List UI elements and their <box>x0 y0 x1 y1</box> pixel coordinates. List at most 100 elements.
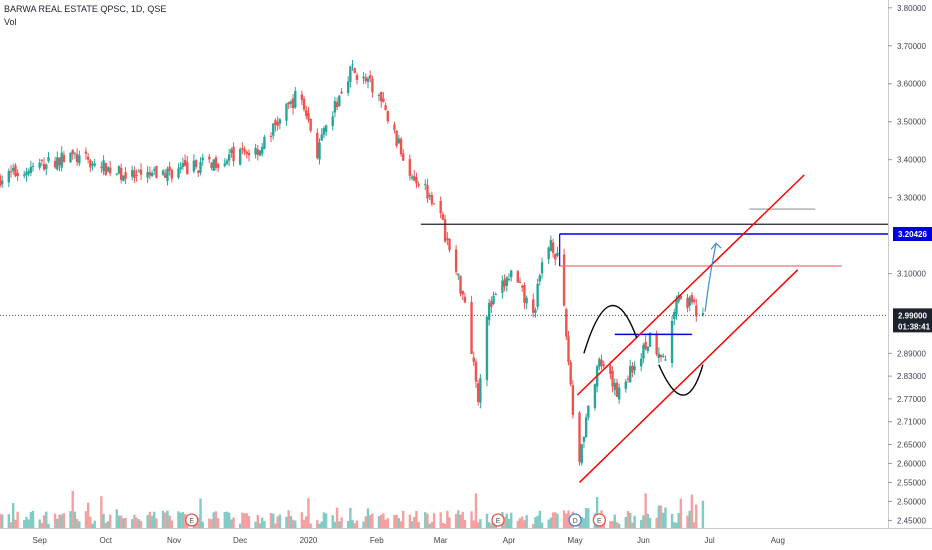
candle-body <box>675 299 678 315</box>
volume-bar <box>100 496 103 528</box>
candle-body <box>47 157 50 162</box>
candle-body <box>115 173 118 175</box>
candle-body <box>23 174 26 176</box>
volume-bar <box>58 514 61 528</box>
volume-bar <box>611 520 614 528</box>
candle-body <box>75 154 79 163</box>
candle-body <box>505 277 508 286</box>
volume-bar <box>609 521 612 528</box>
volume-bar <box>364 516 367 528</box>
volume-bar <box>124 517 127 528</box>
candle-body <box>364 77 367 82</box>
candle-body <box>648 332 652 347</box>
volume-bar <box>459 514 462 528</box>
volume-bar <box>439 512 442 528</box>
volume-bar <box>53 513 57 528</box>
price-axis[interactable]: 3.80000 3.70000 3.60000 3.50000 3.40000 3.300… <box>888 0 932 550</box>
price-tick-label: 3.60000 <box>897 80 926 89</box>
volume-bar <box>640 520 643 528</box>
volume-bar <box>679 498 683 528</box>
volume-bar <box>410 521 414 528</box>
volume-bar <box>532 523 535 528</box>
candle-body <box>102 160 105 172</box>
volume-bar <box>395 514 398 528</box>
candle-body <box>194 160 198 168</box>
candle-body <box>644 341 647 349</box>
volume-bar <box>662 512 665 528</box>
volume-bar <box>349 507 352 528</box>
volume-bar <box>461 511 464 528</box>
volume-bar <box>62 513 66 528</box>
volume-bar <box>565 513 568 528</box>
candle-body <box>106 167 110 172</box>
candle-body <box>538 275 542 282</box>
candle-body <box>439 200 442 214</box>
drawings-layer <box>0 174 888 483</box>
candle-body <box>1 180 4 185</box>
volume-bar <box>659 505 663 528</box>
volume-bar <box>664 507 667 528</box>
volume-bar <box>582 518 586 528</box>
volume-bar <box>216 518 220 528</box>
candle-body <box>320 134 323 141</box>
candle-body <box>16 172 19 177</box>
volume-bar <box>377 516 381 528</box>
channel-lower-line <box>578 269 799 483</box>
event-marker-3 <box>592 513 606 527</box>
candle-body <box>62 154 66 163</box>
candle-body <box>58 157 61 166</box>
candle-body <box>562 254 566 306</box>
time-axis[interactable]: Sep Oct Nov Dec 2020 Feb Mar Apr May Jun Jul Aug <box>0 528 932 550</box>
volume-bar <box>510 512 513 528</box>
candle-body <box>578 412 581 462</box>
volume-bar <box>525 515 528 528</box>
volume-label: Vol <box>4 17 17 27</box>
candle-body <box>565 309 568 337</box>
volume-bar <box>150 515 154 528</box>
price-tick-label: 3.50000 <box>897 118 926 127</box>
volume-bar <box>322 512 326 528</box>
candle-body <box>25 172 28 176</box>
candle-body <box>428 195 431 197</box>
volume-bar <box>89 516 92 528</box>
volume-bar <box>402 510 405 528</box>
chart-title: BARWA REAL ESTATE QPSC, 1D, QSE <box>4 4 167 14</box>
candle-body <box>201 157 204 161</box>
volume-bar <box>155 518 158 528</box>
candle-body <box>135 175 138 177</box>
volume-bar <box>351 520 354 528</box>
volume-bar <box>199 498 202 528</box>
volume-bar <box>186 522 189 528</box>
candle-body <box>274 120 277 125</box>
candle-body <box>393 124 396 130</box>
volume-bar <box>245 513 248 528</box>
volume-bar <box>27 519 30 528</box>
volume-bar <box>177 511 180 528</box>
candle-body <box>432 203 436 205</box>
candle-body <box>232 146 235 162</box>
candle-body <box>104 163 107 176</box>
candle-body <box>139 169 143 175</box>
candle-body <box>346 81 350 93</box>
candle-body <box>100 166 103 168</box>
volume-bar <box>302 519 306 528</box>
volume-bar <box>503 516 506 528</box>
volume-bar <box>368 514 372 528</box>
volume-bar <box>408 514 412 528</box>
candle-body <box>472 357 475 362</box>
candle-body <box>263 136 266 149</box>
candle-body <box>413 176 416 181</box>
volume-bar <box>47 523 50 528</box>
volume-bar <box>549 517 553 528</box>
candle-body <box>302 99 306 110</box>
volume-bar <box>223 511 226 528</box>
candle-body <box>463 296 467 303</box>
candle-body <box>600 359 603 366</box>
candle-body <box>688 297 691 306</box>
volume-bar <box>285 516 288 528</box>
price-tick-label: 3.70000 <box>897 42 926 51</box>
candle-body <box>441 214 445 220</box>
candle-body <box>518 281 522 283</box>
volume-bar <box>133 514 136 528</box>
